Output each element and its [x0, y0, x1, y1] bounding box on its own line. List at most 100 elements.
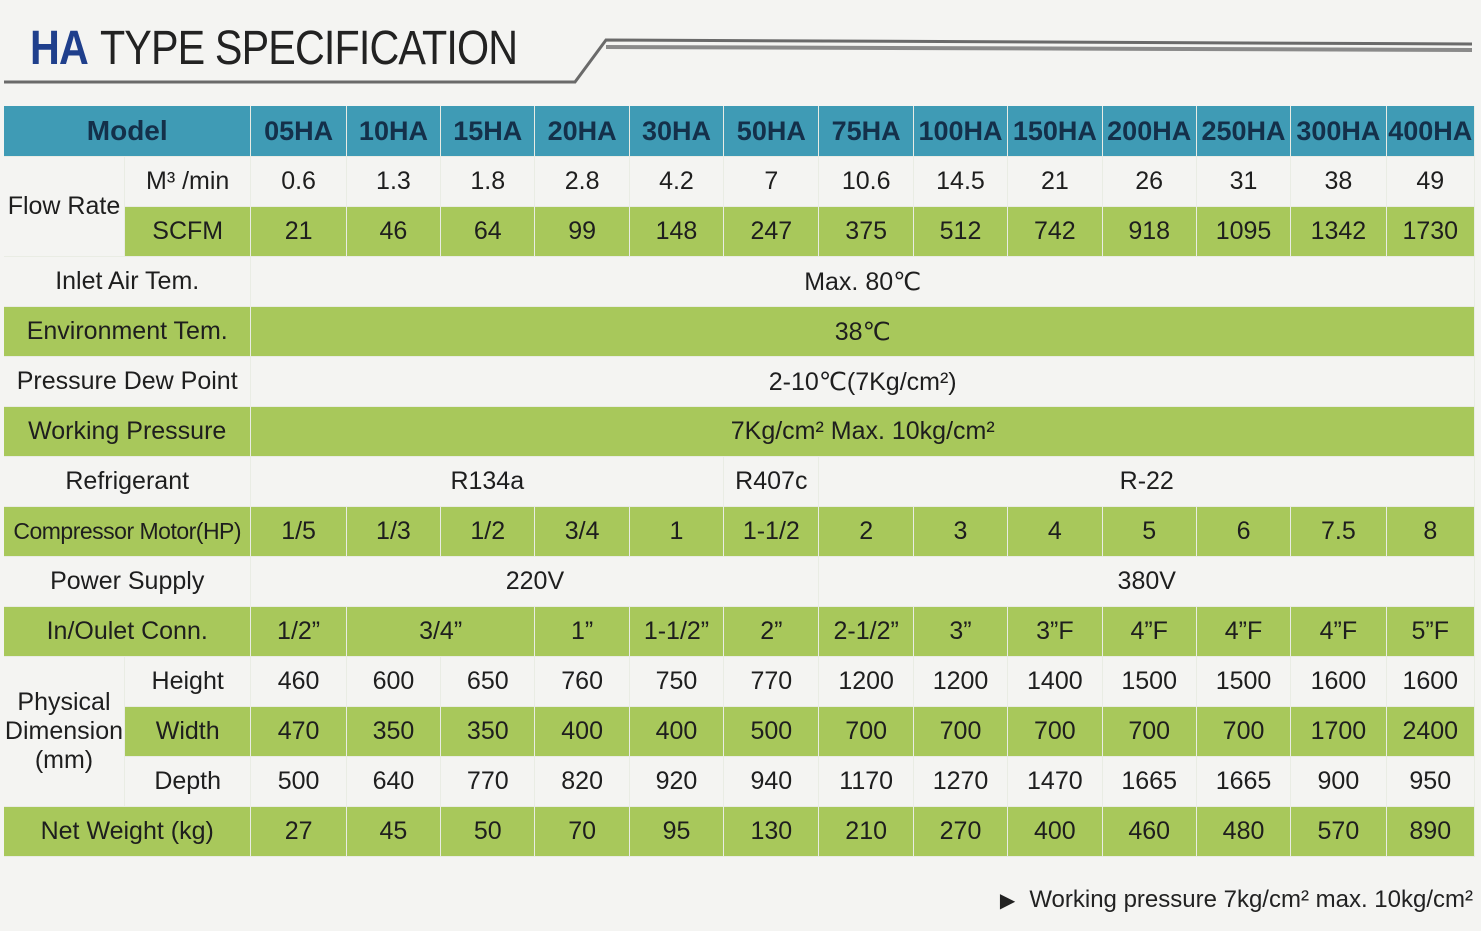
- width-05ha: 470: [250, 706, 347, 757]
- flow-m3min-15ha: 1.8: [440, 156, 536, 207]
- width-150ha: 700: [1007, 706, 1103, 757]
- height-15ha: 650: [440, 656, 536, 707]
- flow-scfm-400ha: 1730: [1386, 206, 1476, 257]
- flow-scfm-20ha: 99: [534, 206, 630, 257]
- conn-value: 4”F: [1102, 606, 1197, 657]
- height-100ha: 1200: [913, 656, 1009, 707]
- flow-m3min-10ha: 1.3: [346, 156, 442, 207]
- model-100ha: 100HA: [913, 106, 1009, 157]
- flow-scfm-30ha: 148: [629, 206, 725, 257]
- depth-250ha: 1665: [1196, 756, 1292, 807]
- refrigerant-row: Refrigerant R134a R407c R-22: [4, 456, 1475, 507]
- model-20ha: 20HA: [534, 106, 630, 157]
- physical-label: Physical: [17, 688, 111, 716]
- spec-table: Model 05HA 10HA 15HA 20HA 30HA 50HA 75HA 100HA 15…: [4, 106, 1476, 857]
- dimension-label: Dimension: [4, 717, 124, 745]
- refrigerant-label: Refrigerant: [4, 456, 252, 507]
- footnote-text: Working pressure 7kg/cm² max. 10kg/cm²: [1029, 886, 1473, 913]
- model-label: Model: [4, 106, 252, 157]
- width-50ha: 500: [723, 706, 820, 757]
- flow-m3min-30ha: 4.2: [629, 156, 725, 207]
- height-05ha: 460: [250, 656, 347, 707]
- working-pressure-value: 7Kg/cm² Max. 10kg/cm²: [250, 406, 1475, 457]
- net-weight-15ha: 50: [440, 806, 536, 857]
- compressor-hp-20ha: 3/4: [534, 506, 630, 557]
- refrigerant-r22: R-22: [818, 456, 1475, 507]
- net-weight-20ha: 70: [534, 806, 630, 857]
- model-05ha: 05HA: [250, 106, 347, 157]
- working-pressure-row: Working Pressure 7Kg/cm² Max. 10kg/cm²: [4, 406, 1475, 457]
- model-200ha: 200HA: [1102, 106, 1197, 157]
- compressor-hp-100ha: 3: [913, 506, 1009, 557]
- flow-m3min-300ha: 38: [1290, 156, 1387, 207]
- page-title: HA TYPE SPECIFICATION: [30, 22, 518, 76]
- flow-scfm-10ha: 46: [346, 206, 442, 257]
- net-weight-label: Net Weight (kg): [4, 806, 252, 857]
- flow-m3min-20ha: 2.8: [534, 156, 630, 207]
- height-200ha: 1500: [1102, 656, 1197, 707]
- net-weight-150ha: 400: [1007, 806, 1103, 857]
- conn-value: 4”F: [1196, 606, 1292, 657]
- conn-value: 1-1/2”: [629, 606, 725, 657]
- header-rule: [4, 38, 1473, 84]
- depth-150ha: 1470: [1007, 756, 1103, 807]
- net-weight-400ha: 890: [1386, 806, 1476, 857]
- depth-75ha: 1170: [818, 756, 914, 807]
- conn-label: In/Oulet Conn.: [4, 606, 252, 657]
- width-300ha: 1700: [1290, 706, 1387, 757]
- title-prefix: HA: [30, 22, 89, 75]
- flow-m3min-200ha: 26: [1102, 156, 1197, 207]
- inlet-row: Inlet Air Tem. Max. 80℃: [4, 256, 1475, 307]
- height-20ha: 760: [534, 656, 630, 707]
- model-header-row: Model 05HA 10HA 15HA 20HA 30HA 50HA 75HA 100HA 15…: [4, 106, 1476, 157]
- inlet-label: Inlet Air Tem.: [4, 256, 252, 307]
- dew-point-value: 2-10℃(7Kg/cm²): [250, 356, 1475, 407]
- flow-m3min-05ha: 0.6: [250, 156, 347, 207]
- refrigerant-r134a: R134a: [250, 456, 725, 507]
- compressor-hp-300ha: 7.5: [1290, 506, 1387, 557]
- flow-scfm-100ha: 512: [913, 206, 1009, 257]
- power-label: Power Supply: [4, 556, 252, 607]
- compressor-row: Compressor Motor(HP) 1/5 1/3 1/2 3/4 1 1-1/2 2 3…: [4, 506, 1476, 557]
- physical-dimension-label: Physical Dimension (mm): [4, 656, 125, 807]
- model-50ha: 50HA: [723, 106, 820, 157]
- model-400ha: 400HA: [1386, 106, 1476, 157]
- flow-scfm-75ha: 375: [818, 206, 914, 257]
- model-150ha: 150HA: [1007, 106, 1103, 157]
- compressor-hp-150ha: 4: [1007, 506, 1103, 557]
- conn-value: 2-1/2”: [818, 606, 914, 657]
- flow-scfm-150ha: 742: [1007, 206, 1103, 257]
- environment-value: 38℃: [250, 306, 1475, 357]
- conn-value: 2”: [723, 606, 820, 657]
- net-weight-200ha: 460: [1102, 806, 1197, 857]
- conn-value: 3”F: [1007, 606, 1103, 657]
- flow-m3min-75ha: 10.6: [818, 156, 914, 207]
- dew-point-row: Pressure Dew Point 2-10℃(7Kg/cm²): [4, 356, 1475, 407]
- compressor-hp-10ha: 1/3: [346, 506, 442, 557]
- compressor-hp-200ha: 5: [1102, 506, 1197, 557]
- depth-20ha: 820: [534, 756, 630, 807]
- conn-value: 3/4”: [346, 606, 536, 657]
- height-row: Physical Dimension (mm) Height 460 600 650 760 7…: [4, 656, 1476, 807]
- height-50ha: 770: [723, 656, 820, 707]
- width-15ha: 350: [440, 706, 536, 757]
- compressor-hp-05ha: 1/5: [250, 506, 347, 557]
- compressor-hp-30ha: 1: [629, 506, 725, 557]
- width-label: Width: [124, 706, 252, 757]
- flow-scfm-50ha: 247: [723, 206, 820, 257]
- model-30ha: 30HA: [629, 106, 725, 157]
- flow-scfm-300ha: 1342: [1290, 206, 1387, 257]
- footnote: ▶ Working pressure 7kg/cm² max. 10kg/cm²: [1000, 886, 1473, 914]
- model-300ha: 300HA: [1290, 106, 1387, 157]
- net-weight-300ha: 570: [1290, 806, 1387, 857]
- width-75ha: 700: [818, 706, 914, 757]
- depth-400ha: 950: [1386, 756, 1476, 807]
- flow-scfm-row: SCFM 21 46 64 99 148 247 375 512 742 918 1095 1342 17…: [4, 206, 1476, 257]
- flow-m3min-100ha: 14.5: [913, 156, 1009, 207]
- net-weight-50ha: 130: [723, 806, 820, 857]
- power-row: Power Supply 220V 380V: [4, 556, 1475, 607]
- power-380v: 380V: [818, 556, 1475, 607]
- flow-m3min-150ha: 21: [1007, 156, 1103, 207]
- depth-300ha: 900: [1290, 756, 1387, 807]
- width-20ha: 400: [534, 706, 630, 757]
